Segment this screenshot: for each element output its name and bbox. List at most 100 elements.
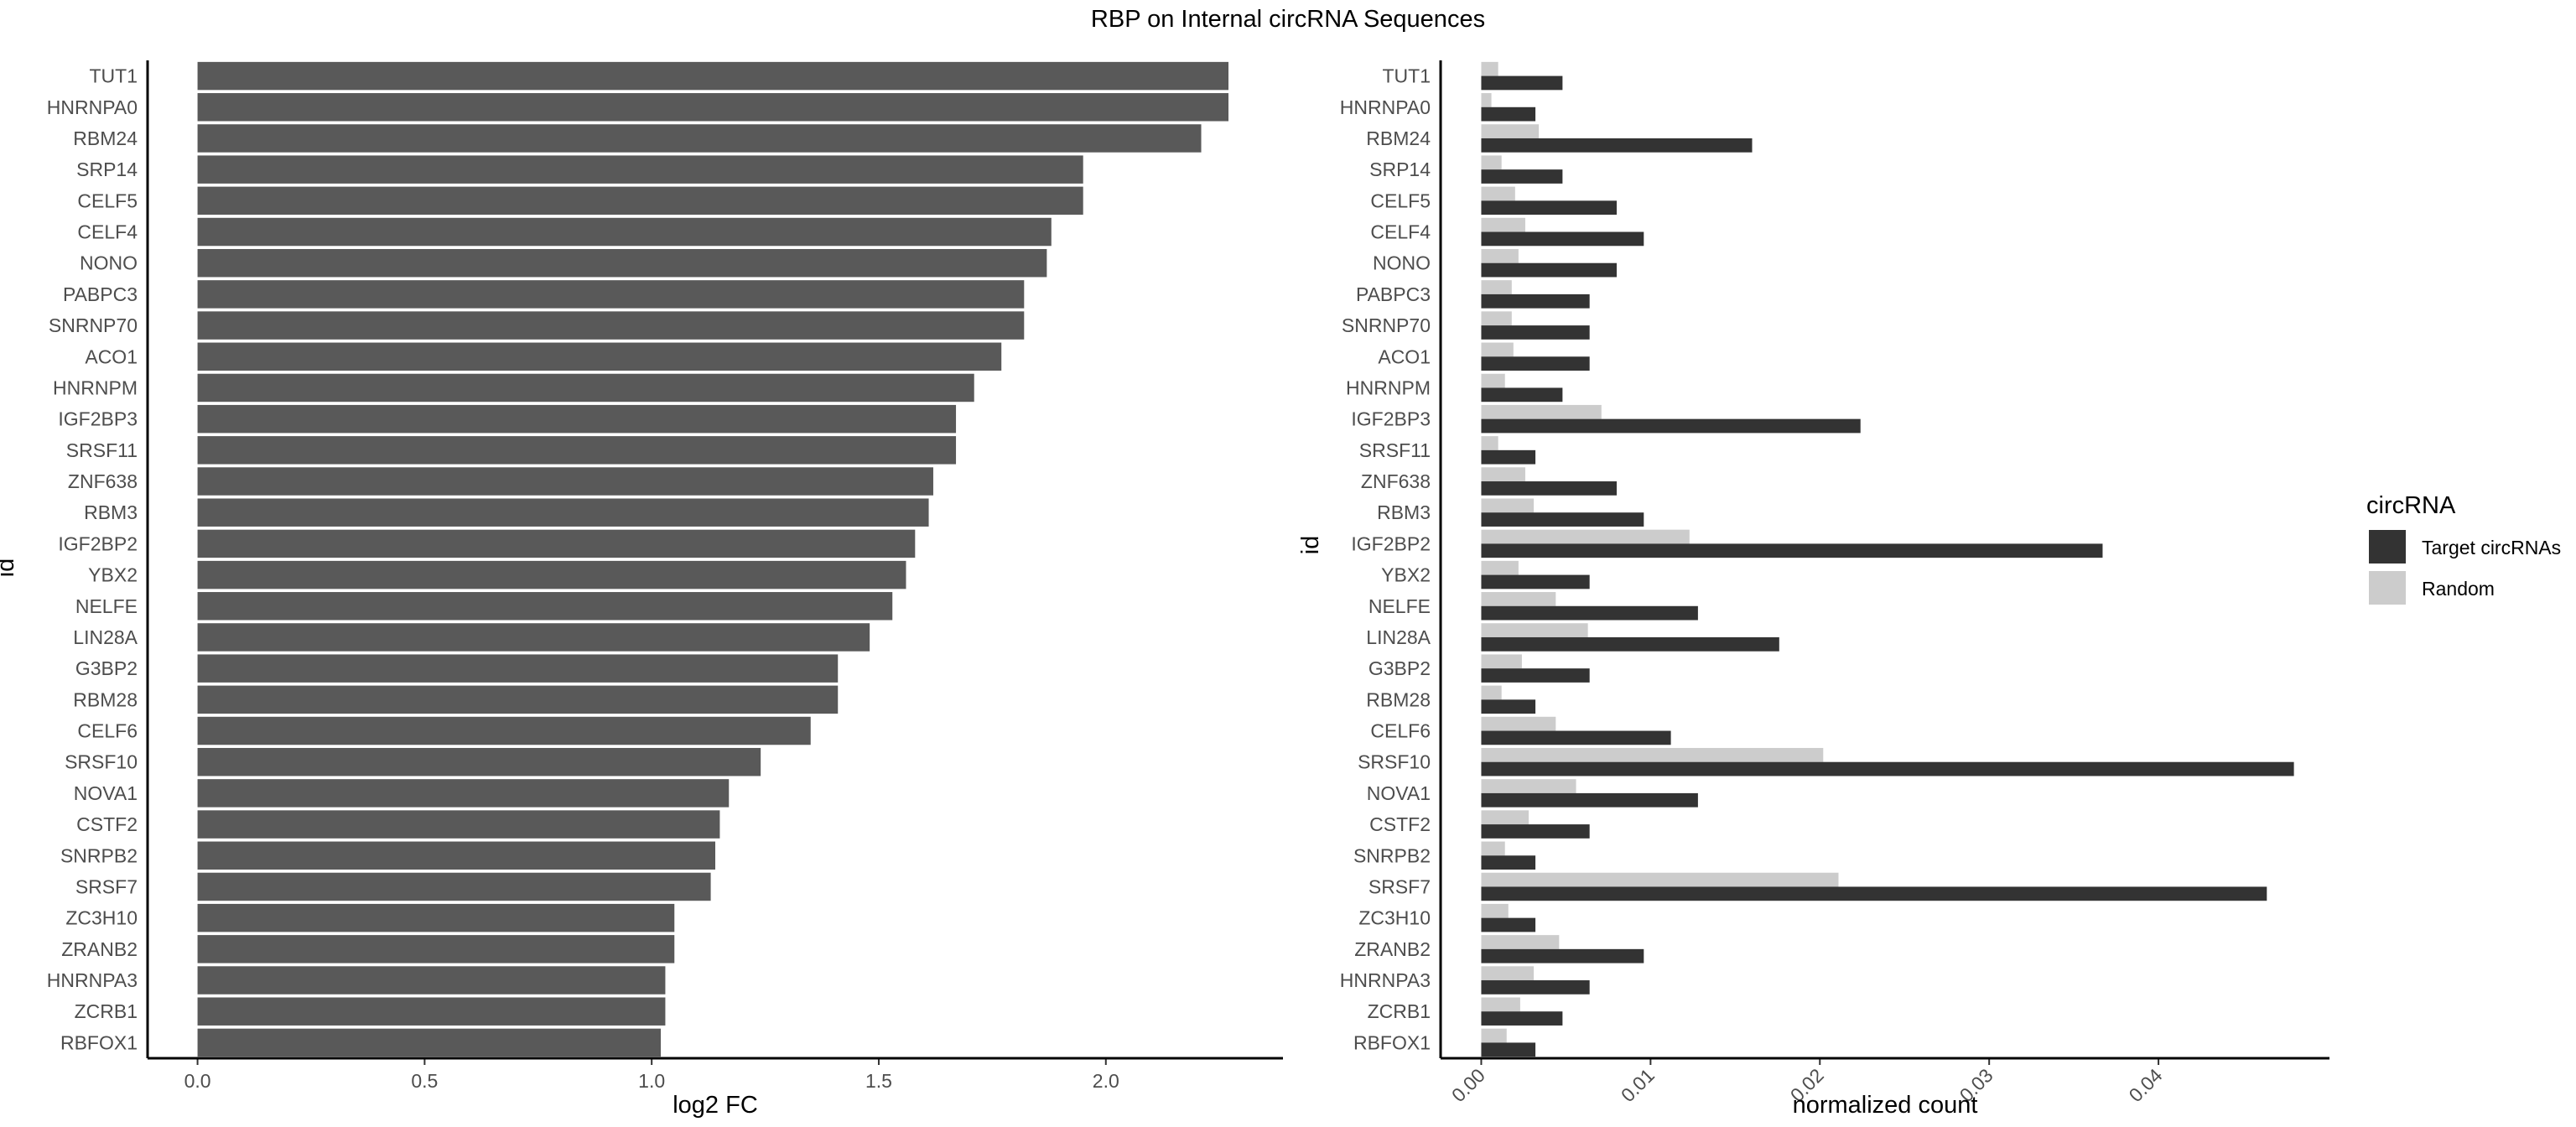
normalized-count-y-tick-label-srp14: SRP14 [1369, 158, 1431, 180]
target-circrnas-bar-igf2bp2 [1481, 543, 2103, 558]
random-bar-celf4 [1481, 217, 1525, 232]
normalized-count-y-tick-label-srsf11: SRSF11 [1359, 439, 1431, 461]
normalized-count-y-tick-label-celf6: CELF6 [1370, 720, 1431, 742]
log2fc-bar-nelfe [197, 592, 893, 621]
normalized-count-y-tick-label-hnrnpa3: HNRNPA3 [1340, 969, 1431, 991]
log2fc-bar-srsf11 [197, 436, 957, 465]
normalized-count-y-tick-label-nono: NONO [1373, 252, 1431, 274]
legend-key-target-circrnas [2369, 530, 2406, 564]
target-circrnas-bar-igf2bp3 [1481, 418, 1861, 434]
log2fc-x-tick-label: 1.5 [865, 1070, 892, 1092]
log2fc-bar-celf6 [197, 716, 811, 745]
normalized-count-y-tick-label-lin28a: LIN28A [1366, 626, 1431, 648]
log2fc-bar-hnrnpa0 [197, 93, 1229, 122]
log2fc-y-tick-label-pabpc3: PABPC3 [63, 283, 138, 305]
log2fc-bar-celf4 [197, 217, 1052, 247]
random-bar-nono [1481, 248, 1519, 263]
random-bar-hnrnpm [1481, 373, 1505, 388]
target-circrnas-bar-celf6 [1481, 730, 1671, 745]
log2fc-y-tick-label-g3bp2: G3BP2 [75, 657, 138, 679]
log2fc-y-tick-label-rbm28: RBM28 [73, 688, 138, 710]
normalized-count-bars [1481, 61, 2294, 1057]
log2fc-y-tick-label-lin28a: LIN28A [73, 626, 138, 648]
log2fc-bar-srp14 [197, 155, 1083, 184]
random-bar-znf638 [1481, 467, 1525, 482]
log2fc-y-tick-label-celf4: CELF4 [77, 221, 138, 243]
normalized-count-y-tick-label-snrpb2: SNRPB2 [1353, 844, 1431, 866]
log2fc-y-tick-label-zc3h10: ZC3H10 [65, 907, 138, 929]
target-circrnas-bar-snrnp70 [1481, 325, 1590, 340]
normalized-count-y-tick-label-rbm24: RBM24 [1366, 127, 1431, 149]
random-bar-igf2bp3 [1481, 404, 1602, 419]
normalized-count-y-tick-label-rbm3: RBM3 [1377, 501, 1431, 523]
log2fc-bar-srsf7 [197, 872, 711, 901]
target-circrnas-bar-zc3h10 [1481, 917, 1536, 932]
log2fc-x-tick-label: 2.0 [1093, 1070, 1119, 1092]
log2fc-y-tick-label-igf2bp2: IGF2BP2 [58, 532, 138, 554]
figure-title: RBP on Internal circRNA Sequences [1091, 6, 1485, 33]
normalized-count-y-tick-label-zcrb1: ZCRB1 [1368, 1000, 1431, 1022]
log2fc-y-tick-label-celf5: CELF5 [77, 190, 138, 211]
log2fc-bar-hnrnpa3 [197, 966, 666, 995]
target-circrnas-bar-cstf2 [1481, 824, 1590, 839]
random-bar-srsf11 [1481, 436, 1498, 450]
target-circrnas-bar-ybx2 [1481, 574, 1590, 589]
log2fc-bar-zcrb1 [197, 997, 666, 1026]
target-circrnas-bar-tut1 [1481, 75, 1563, 91]
normalized-count-y-tick-label-celf4: CELF4 [1370, 221, 1431, 243]
log2fc-y-tick-label-srsf10: SRSF10 [65, 751, 138, 773]
log2fc-y-tick-label-rbm24: RBM24 [73, 127, 138, 149]
log2fc-bar-rbm28 [197, 685, 839, 714]
normalized-count-y-tick-label-hnrnpa0: HNRNPA0 [1340, 96, 1431, 118]
normalized-count-y-tick-label-aco1: ACO1 [1378, 345, 1431, 367]
normalized-count-y-tick-label-snrnp70: SNRNP70 [1342, 314, 1431, 336]
normalized-count-y-tick-label-celf5: CELF5 [1370, 190, 1431, 211]
normalized-count-y-tick-label-igf2bp3: IGF2BP3 [1351, 408, 1431, 430]
random-bar-celf5 [1481, 186, 1515, 201]
log2fc-x-tick-label: 1.0 [638, 1070, 665, 1092]
target-circrnas-bar-nelfe [1481, 605, 1698, 621]
random-bar-rbfox1 [1481, 1028, 1507, 1043]
normalized-count-y-tick-label-znf638: ZNF638 [1361, 470, 1431, 492]
log2fc-y-tick-label-zranb2: ZRANB2 [61, 938, 138, 960]
normalized-count-y-tick-label-hnrnpm: HNRNPM [1346, 377, 1431, 398]
target-circrnas-bar-nono [1481, 262, 1617, 278]
log2fc-bar-zc3h10 [197, 903, 675, 932]
random-bar-cstf2 [1481, 810, 1529, 825]
log2fc-bar-rbm3 [197, 498, 929, 527]
log2fc-y-tick-label-igf2bp3: IGF2BP3 [58, 408, 138, 430]
random-bar-ybx2 [1481, 560, 1519, 575]
normalized-count-y-tick-label-cstf2: CSTF2 [1369, 813, 1431, 835]
normalized-count-y-tick-label-nova1: NOVA1 [1367, 782, 1431, 804]
log2fc-bar-aco1 [197, 342, 1002, 371]
target-circrnas-bar-rbm28 [1481, 699, 1536, 714]
target-circrnas-bar-snrpb2 [1481, 855, 1536, 870]
target-circrnas-bar-nova1 [1481, 792, 1698, 808]
log2fc-y-axis-title: id [0, 558, 19, 578]
log2fc-y-tick-label-nelfe: NELFE [75, 595, 138, 617]
normalized-count-y-tick-label-g3bp2: G3BP2 [1368, 657, 1431, 679]
log2fc-y-tick-label-nova1: NOVA1 [74, 782, 138, 804]
normalized-count-y-tick-labels: TUT1 HNRNPA0 RBM24 SRP14 CELF5 CELF4 NONO PABPC… [1340, 65, 1431, 1054]
legend-label-random: Random [2422, 578, 2495, 600]
log2fc-bar-rbm24 [197, 124, 1202, 153]
log2fc-y-tick-label-rbm3: RBM3 [84, 501, 138, 523]
random-bar-zranb2 [1481, 935, 1560, 949]
log2fc-bar-hnrnpm [197, 373, 974, 402]
log2fc-bar-nono [197, 248, 1047, 278]
random-bar-hnrnpa0 [1481, 93, 1492, 107]
target-circrnas-bar-celf4 [1481, 231, 1644, 247]
target-circrnas-bar-znf638 [1481, 481, 1617, 496]
log2fc-x-tick-label: 0.0 [184, 1070, 211, 1092]
target-circrnas-bar-hnrnpa0 [1481, 106, 1536, 122]
log2fc-y-tick-label-tut1: TUT1 [90, 65, 138, 87]
log2fc-bar-cstf2 [197, 810, 720, 839]
random-bar-nova1 [1481, 779, 1576, 793]
legend-title: circRNA [2366, 492, 2456, 519]
log2fc-x-ticks: 0.0 0.5 1.0 1.5 2.0 [184, 1058, 1119, 1092]
target-circrnas-bar-aco1 [1481, 356, 1590, 371]
random-bar-srsf7 [1481, 872, 1839, 887]
log2fc-bar-snrpb2 [197, 841, 716, 870]
normalized-count-y-tick-label-srsf7: SRSF7 [1368, 875, 1431, 897]
target-circrnas-bar-pabpc3 [1481, 293, 1590, 309]
